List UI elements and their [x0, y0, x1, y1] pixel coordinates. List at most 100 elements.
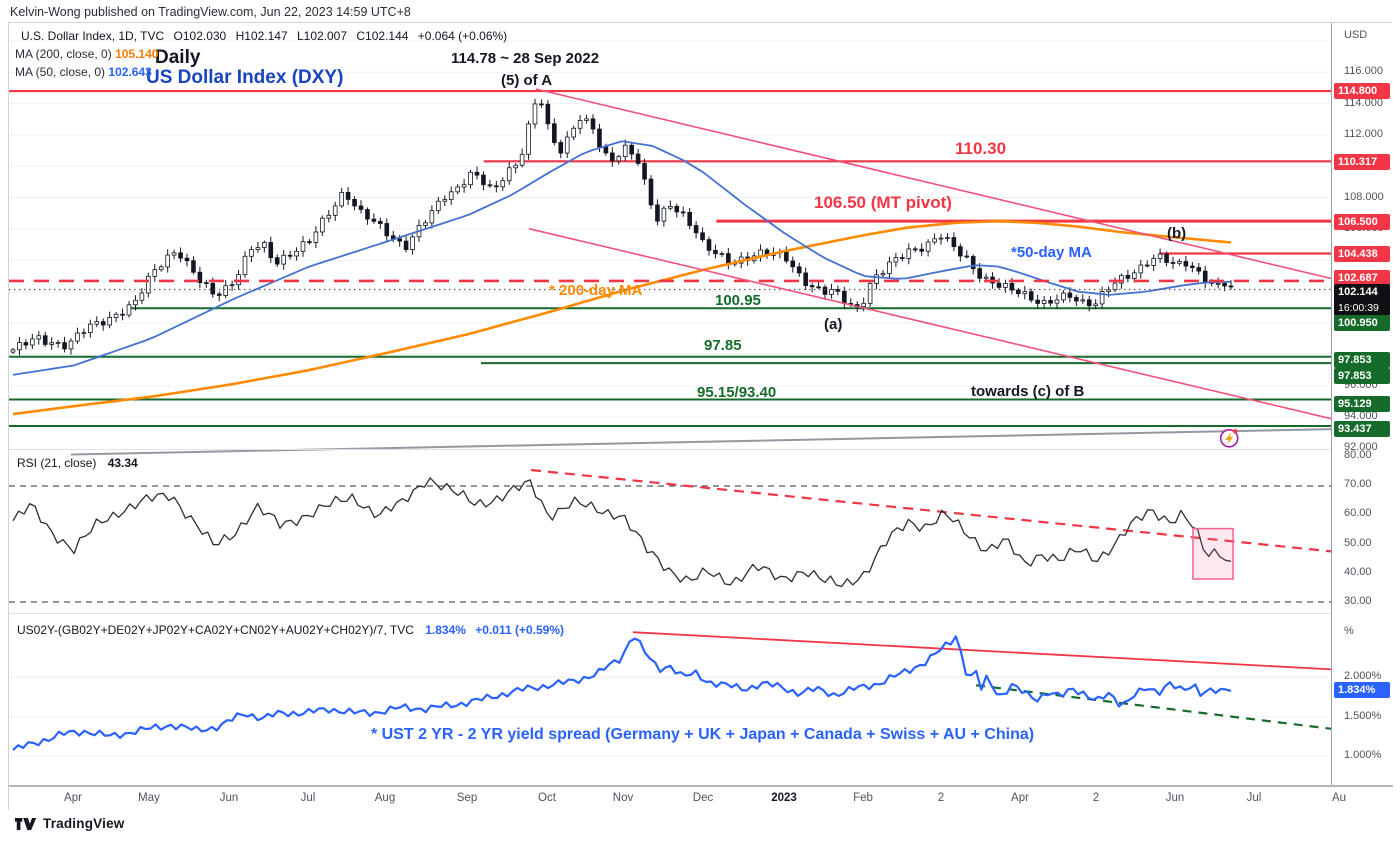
candle-body — [307, 241, 312, 244]
rsi-series-line — [12, 477, 1232, 588]
time-tick-label: 2 — [1092, 792, 1100, 804]
candle-body — [590, 118, 596, 130]
tradingview-logo-icon[interactable] — [14, 816, 38, 831]
time-tick-label: Oct — [538, 792, 556, 804]
candle-body — [358, 205, 364, 210]
ohlc-change: +0.064 (+0.06%) — [417, 29, 508, 43]
time-tick-label: Dec — [692, 792, 714, 804]
candle-body — [249, 249, 254, 257]
candle-body — [1022, 291, 1028, 295]
candle-body — [68, 340, 74, 350]
price-badge: 100.950 — [1334, 315, 1390, 331]
candle-body — [790, 260, 796, 268]
ma50-legend-row[interactable]: MA (50, close, 0) 102.643 — [15, 63, 507, 81]
candle-body — [371, 218, 377, 222]
time-scale[interactable]: Apr May Jun Jul Aug Sep Oct Nov Dec 2023 Feb 2 Apr 2 J… — [9, 785, 1393, 813]
candle-body — [983, 276, 989, 279]
candle-body — [642, 163, 647, 180]
candle-body — [30, 338, 35, 346]
chart-annotation: * 200-day MA — [549, 282, 643, 299]
time-tick-label: Nov — [612, 792, 634, 804]
candle-body — [410, 236, 415, 250]
time-tick-label: 2023 — [771, 792, 797, 804]
ma200-value: 105.140 — [115, 47, 159, 61]
candle-body — [216, 293, 222, 296]
candle-body — [281, 254, 286, 265]
price-scale[interactable]: USD116.000114.000112.000110.000108.00010… — [1331, 23, 1394, 785]
candle-body — [49, 342, 54, 345]
candle-body — [919, 248, 924, 252]
candle-body — [519, 153, 525, 166]
chart-annotation: 110.30 — [955, 139, 1007, 158]
candle-body — [1222, 282, 1227, 287]
main-legend[interactable]: U.S. Dollar Index, 1D, TVC O102.030 H102… — [15, 27, 507, 81]
ma-200-line — [12, 219, 1232, 416]
symbol-title: U.S. Dollar Index, 1D, TVC — [21, 29, 165, 43]
candle-body — [900, 257, 905, 259]
candle-body — [661, 207, 667, 222]
axis-tick-label: 114.000 — [1344, 97, 1383, 109]
spread-legend[interactable]: US02Y-(GB02Y+DE02Y+JP02Y+CA02Y+CN02Y+AU0… — [17, 623, 564, 637]
candle-body — [964, 255, 970, 258]
candle-body — [564, 136, 570, 154]
candle-body — [938, 237, 944, 240]
rsi-legend[interactable]: RSI (21, close) 43.34 — [17, 456, 138, 470]
time-tick-label: Feb — [853, 792, 873, 804]
candle-body — [436, 200, 441, 212]
trendline — [632, 631, 1350, 672]
candle-body — [1106, 289, 1111, 292]
candle-body — [1151, 258, 1156, 266]
candle-body — [107, 316, 112, 326]
candle-body — [796, 266, 802, 274]
candle-body — [925, 241, 931, 252]
symbol-legend-row[interactable]: U.S. Dollar Index, 1D, TVC O102.030 H102… — [15, 27, 507, 45]
candle-body — [10, 349, 16, 353]
candle-body — [1138, 264, 1144, 274]
ma200-label: MA (200, close, 0) — [15, 47, 112, 61]
candle-body — [62, 342, 67, 350]
chart-annotation: 97.85 — [704, 337, 742, 354]
price-badge: 95.129 — [1334, 396, 1390, 412]
candle-body — [1228, 285, 1234, 288]
candle-body — [951, 237, 957, 247]
candle-body — [816, 286, 821, 289]
candle-body — [332, 205, 338, 216]
candle-body — [616, 156, 622, 162]
candle-body — [120, 313, 125, 316]
candle-body — [629, 144, 634, 155]
trendline — [535, 88, 1347, 283]
candle-body — [81, 332, 87, 335]
candle-body — [158, 266, 164, 271]
candle-body — [423, 222, 428, 226]
candle-body — [1061, 292, 1066, 301]
candle-body — [481, 174, 486, 186]
candle-body — [184, 257, 190, 262]
candle-body — [1086, 299, 1092, 307]
candle-body — [906, 248, 912, 259]
candle-body — [835, 289, 841, 292]
candle-body — [784, 251, 789, 262]
trendline — [975, 684, 1337, 731]
chart-canvas[interactable] — [9, 23, 1393, 811]
axis-tick-label: 80.00 — [1344, 449, 1372, 461]
candle-body — [326, 214, 332, 219]
candle-body — [352, 199, 357, 207]
ma200-legend-row[interactable]: MA (200, close, 0) 105.140 — [15, 45, 507, 63]
candle-body — [861, 302, 866, 308]
candle-body — [700, 232, 705, 241]
tradingview-brand[interactable]: TradingView — [43, 816, 125, 831]
price-badge: 114.800 — [1334, 83, 1390, 99]
candle-body — [719, 253, 725, 255]
candle-body — [133, 299, 138, 306]
candle-body — [597, 128, 602, 148]
candle-body — [262, 242, 267, 248]
candle-body — [829, 289, 834, 295]
candle-body — [487, 184, 493, 187]
chart-annotation: Daily — [155, 47, 201, 68]
candle-body — [287, 254, 293, 257]
candle-body — [893, 257, 899, 263]
price-badge: 97.853 — [1334, 352, 1390, 368]
candle-body — [571, 127, 576, 138]
marker-dot — [1233, 429, 1238, 434]
